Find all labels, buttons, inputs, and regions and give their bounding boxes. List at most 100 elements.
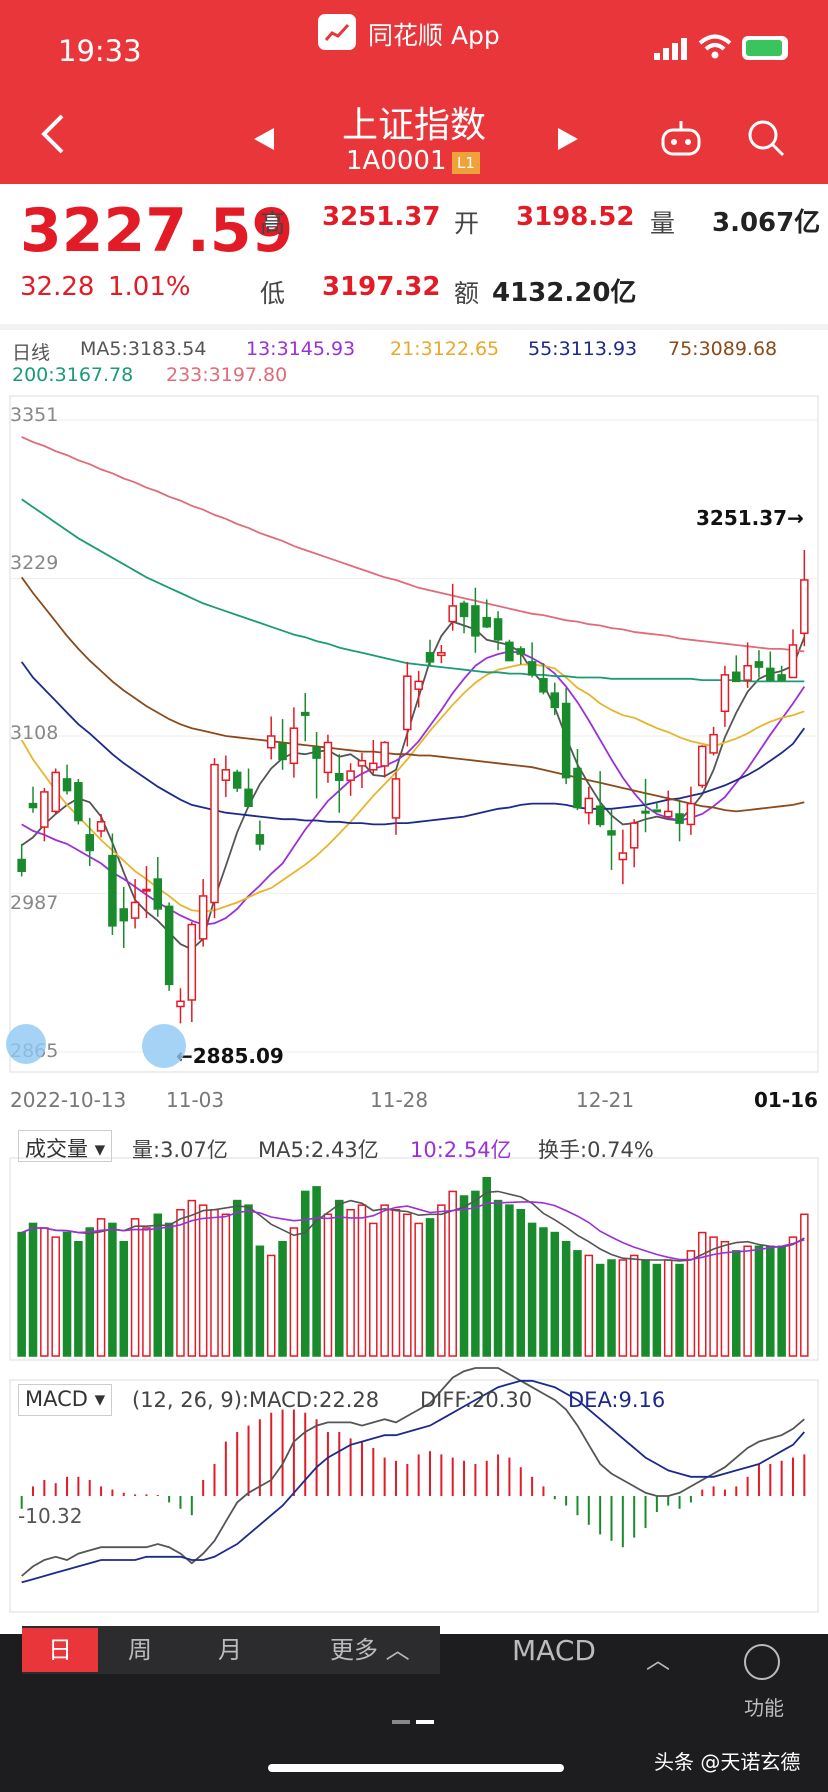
volume-bar bbox=[312, 1186, 321, 1357]
candle-body bbox=[176, 1000, 185, 1008]
candle-body bbox=[471, 605, 480, 637]
candle-body bbox=[788, 644, 798, 679]
turnover: 换手:0.74% bbox=[538, 1138, 654, 1162]
volume-bar bbox=[244, 1204, 253, 1357]
ma-line-21 bbox=[20, 663, 805, 913]
tab-week[interactable]: 周 bbox=[128, 1636, 152, 1664]
volume-bar bbox=[471, 1190, 480, 1357]
ma-line-200 bbox=[21, 498, 805, 683]
back-icon[interactable] bbox=[38, 112, 68, 160]
candle-body bbox=[380, 741, 389, 767]
kline-chart[interactable] bbox=[0, 0, 828, 1634]
high-value: 3251.37 bbox=[322, 202, 441, 232]
candle-body bbox=[414, 680, 423, 690]
volume-bar bbox=[437, 1204, 446, 1357]
volume-bar bbox=[607, 1259, 616, 1357]
candle-body bbox=[74, 782, 83, 822]
ma-line-ma5 bbox=[21, 620, 806, 951]
candle-body bbox=[675, 813, 684, 824]
candle-body bbox=[130, 901, 140, 919]
candle-body bbox=[403, 675, 412, 731]
crosshair-icon[interactable] bbox=[142, 1024, 186, 1068]
robot-icon[interactable] bbox=[660, 118, 702, 162]
macd-dea: DEA:9.16 bbox=[568, 1388, 666, 1412]
volume-bar bbox=[40, 1227, 49, 1357]
ma13-label: 13:3145.93 bbox=[246, 338, 356, 360]
candle-body bbox=[448, 605, 457, 623]
search-icon[interactable] bbox=[746, 118, 786, 162]
volume-bar bbox=[51, 1236, 60, 1357]
volume-indicator-select[interactable]: 成交量 ▾ bbox=[18, 1130, 113, 1162]
candle-body bbox=[686, 802, 696, 826]
candle-body bbox=[595, 805, 605, 826]
open-label: 开 bbox=[454, 209, 480, 238]
wifi-icon bbox=[698, 34, 732, 64]
page-indicator bbox=[416, 1720, 434, 1724]
page-indicator bbox=[392, 1720, 410, 1724]
volume-bar bbox=[17, 1231, 26, 1357]
ma-line-233 bbox=[21, 436, 805, 653]
volume-bar bbox=[709, 1236, 718, 1357]
volume-bar bbox=[686, 1250, 696, 1357]
candle-body bbox=[482, 616, 491, 628]
low-annotation: ←2885.09 bbox=[176, 1044, 284, 1068]
x-label: 12-21 bbox=[576, 1088, 635, 1112]
app-logo-icon bbox=[318, 14, 356, 50]
function-label[interactable]: 功能 bbox=[744, 1696, 784, 1720]
volume-bar bbox=[652, 1263, 662, 1357]
ma55-label: 55:3113.93 bbox=[528, 338, 638, 360]
open-value: 3198.52 bbox=[516, 202, 635, 232]
candle-body bbox=[573, 767, 582, 809]
candle-body bbox=[607, 830, 616, 836]
candle-body bbox=[709, 733, 718, 754]
candle-body bbox=[244, 788, 253, 807]
volume-bar bbox=[119, 1240, 129, 1357]
macd-diff-line bbox=[21, 1367, 805, 1577]
prev-stock-icon[interactable] bbox=[250, 126, 278, 156]
volume-bar bbox=[266, 1254, 276, 1357]
watermark: 头条 @天诺玄德 bbox=[654, 1750, 801, 1774]
volume-bar bbox=[493, 1199, 503, 1357]
ma5-label: MA5:3183.54 bbox=[80, 338, 207, 360]
tab-day[interactable]: 日 bbox=[22, 1628, 98, 1672]
candle-body bbox=[62, 778, 72, 792]
volume-bar bbox=[425, 1218, 435, 1357]
tab-month[interactable]: 月 bbox=[218, 1636, 242, 1664]
volume-bar bbox=[28, 1222, 38, 1357]
macd-frame bbox=[9, 1379, 819, 1613]
candle-body bbox=[550, 692, 560, 709]
candle-body bbox=[266, 735, 276, 749]
ma-line-13 bbox=[21, 650, 806, 926]
volume-bar bbox=[675, 1263, 684, 1357]
candle-body bbox=[425, 652, 435, 663]
candle-body bbox=[108, 854, 117, 927]
volume-bar bbox=[618, 1259, 628, 1357]
price-change-pct: 1.01% bbox=[108, 272, 191, 302]
volume-bar bbox=[130, 1218, 140, 1357]
amount-label: 额 bbox=[454, 279, 480, 308]
status-time: 19:33 bbox=[58, 34, 142, 68]
volume-bar bbox=[323, 1213, 333, 1357]
y-tick-label: 2987 bbox=[10, 892, 59, 914]
menu-icon[interactable] bbox=[744, 1644, 780, 1680]
volume-bar bbox=[584, 1254, 594, 1357]
volume-value: 3.067亿 bbox=[712, 208, 821, 238]
collapse-icon[interactable] bbox=[6, 1024, 46, 1064]
indicator-switch[interactable]: MACD bbox=[512, 1634, 596, 1667]
home-indicator bbox=[268, 1764, 564, 1772]
y-tick-label: 3108 bbox=[10, 722, 59, 744]
volume-bar bbox=[164, 1222, 174, 1357]
stock-code: 1A0001 bbox=[346, 146, 447, 176]
low-value: 3197.32 bbox=[322, 272, 441, 302]
candle-body bbox=[335, 772, 344, 781]
volume-bar bbox=[62, 1231, 72, 1357]
macd-indicator-select[interactable]: MACD ▾ bbox=[18, 1384, 113, 1416]
expand-icon[interactable]: ︿ bbox=[646, 1646, 670, 1674]
next-stock-icon[interactable] bbox=[554, 126, 582, 156]
volume-bar bbox=[720, 1240, 730, 1357]
tab-more[interactable]: 更多 ︿ bbox=[330, 1636, 410, 1664]
y-tick-label: 3351 bbox=[10, 404, 59, 426]
volume-bar bbox=[210, 1208, 219, 1357]
volume-bar bbox=[380, 1204, 389, 1357]
price-change: 32.28 bbox=[20, 272, 95, 302]
